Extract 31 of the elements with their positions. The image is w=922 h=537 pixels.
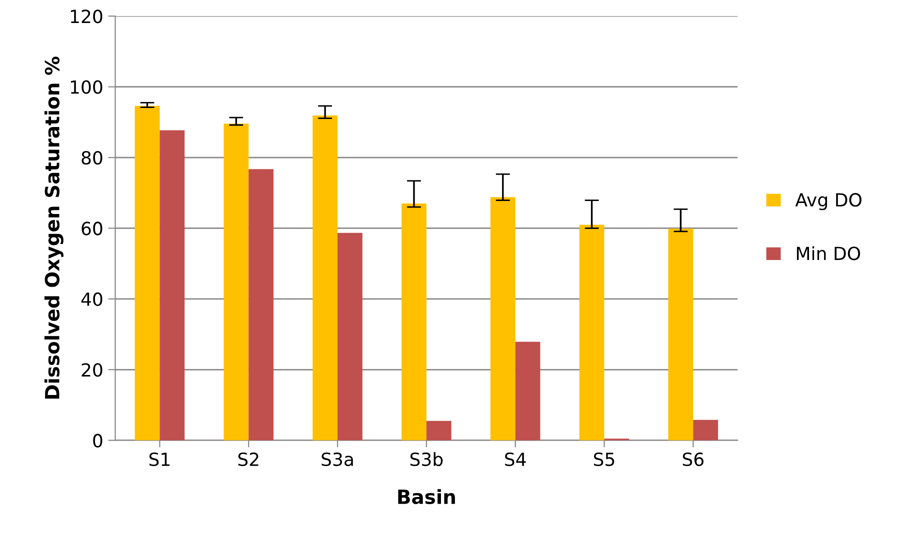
bar <box>224 124 249 440</box>
legend-label: Min DO <box>796 246 860 260</box>
y-tick-label: 20 <box>82 363 102 377</box>
y-tick-label: 100 <box>70 80 102 94</box>
bar <box>693 420 718 440</box>
x-tick-label: S3b <box>410 452 443 466</box>
bar <box>668 228 694 440</box>
x-tick-label: S1 <box>149 452 170 466</box>
bar <box>579 224 604 440</box>
x-tick-label: S2 <box>238 452 258 466</box>
x-tick-label: S6 <box>682 452 704 466</box>
bar <box>338 232 362 440</box>
y-tick-label: 60 <box>82 222 102 236</box>
y-tick-label: 120 <box>70 10 102 24</box>
x-tick-label: S5 <box>594 452 614 466</box>
bar <box>134 106 160 440</box>
bar <box>312 115 338 440</box>
bar <box>515 342 540 440</box>
y-axis-title: Dissolved Oxygen Saturation % <box>44 56 64 399</box>
y-tick-label: 40 <box>81 292 102 306</box>
x-tick-label: S3a <box>322 452 353 466</box>
bar <box>490 197 516 440</box>
y-tick-label: 0 <box>93 434 102 448</box>
x-tick-label: S4 <box>505 452 526 466</box>
bar <box>160 130 185 440</box>
x-axis-title: Basin <box>398 489 455 504</box>
bar <box>248 169 274 440</box>
legend-label: Avg DO <box>795 193 862 210</box>
y-tick-label: 80 <box>82 150 102 165</box>
bar <box>426 420 452 440</box>
bar <box>402 203 426 440</box>
